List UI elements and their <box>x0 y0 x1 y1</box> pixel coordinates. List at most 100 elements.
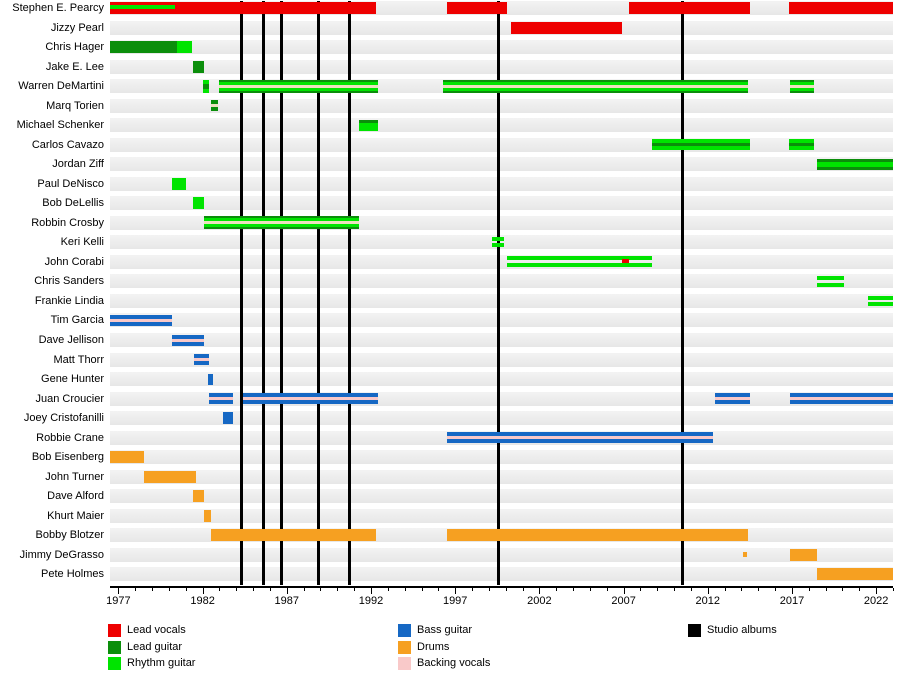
member-label: Juan Croucier <box>35 392 104 405</box>
legend-label: Rhythm guitar <box>127 657 196 669</box>
axis-minor-tick <box>387 588 389 591</box>
timeline-bar <box>192 197 205 210</box>
axis-tick-label: 2017 <box>779 595 805 607</box>
timeline-bar <box>222 412 233 425</box>
member-label: Paul DeNisco <box>37 177 104 190</box>
bar-stripe <box>359 119 378 123</box>
member-label: Stephen E. Pearcy <box>12 2 104 14</box>
axis-minor-tick <box>185 588 187 591</box>
axis-minor-tick <box>741 588 743 591</box>
bar-stripe <box>219 81 378 85</box>
bar-stripe <box>790 84 814 88</box>
bar-stripe <box>110 321 173 326</box>
axis-major-tick <box>623 588 625 594</box>
axis-minor-tick <box>522 588 524 591</box>
member-row-band <box>110 196 893 211</box>
axis-minor-tick <box>657 588 659 591</box>
member-row-band <box>110 235 893 250</box>
member-row-band <box>110 98 893 113</box>
axis-minor-tick <box>640 588 642 591</box>
axis-minor-tick <box>488 588 490 591</box>
member-label: Jimmy DeGrasso <box>19 548 104 561</box>
member-label: Gene Hunter <box>41 373 104 386</box>
member-label: Robbin Crosby <box>31 216 104 229</box>
member-row-band <box>110 40 893 55</box>
axis-tick-label: 2002 <box>527 595 552 607</box>
bar-stripe <box>788 143 814 147</box>
bar-stripe <box>177 41 193 54</box>
bar-stripe <box>446 436 713 440</box>
bar-stripe <box>790 393 893 398</box>
axis-tick-label: 1977 <box>106 595 131 607</box>
timeline-bar <box>359 119 378 131</box>
bar-stripe <box>628 2 750 14</box>
member-row-band <box>110 118 893 133</box>
timeline-bar <box>219 79 378 93</box>
timeline-bar <box>507 256 653 268</box>
axis-minor-tick <box>724 588 726 591</box>
timeline-bar <box>817 158 893 170</box>
legend-swatch-studio-albums <box>688 624 701 637</box>
member-label: Robbie Crane <box>36 431 104 444</box>
legend-swatch-lead-vocals <box>108 624 121 637</box>
bar-stripe <box>714 397 750 401</box>
member-label: Keri Kelli <box>60 236 104 249</box>
bar-stripe <box>652 139 750 144</box>
timeline-bar <box>510 21 622 34</box>
member-label: Bob DeLellis <box>42 197 104 210</box>
member-row-band <box>110 352 893 367</box>
timeline-bar <box>202 79 210 93</box>
bar-stripe <box>204 218 360 222</box>
timeline-bar <box>204 509 212 522</box>
axis-minor-tick <box>808 588 810 591</box>
legend-label: Studio albums <box>707 624 777 636</box>
bar-stripe <box>211 100 218 105</box>
axis-major-tick <box>118 588 120 594</box>
bar-stripe <box>446 439 713 444</box>
timeline-bar <box>817 568 893 581</box>
bar-stripe <box>243 397 378 401</box>
member-row-band <box>110 333 893 347</box>
legend-swatch-lead-guitar <box>108 640 121 654</box>
bar-stripe <box>652 146 750 151</box>
bar-stripe <box>209 400 233 405</box>
axis-major-tick <box>371 588 372 594</box>
axis-major-tick <box>876 588 878 594</box>
bar-stripe <box>443 84 749 88</box>
bar-stripe <box>204 509 212 522</box>
timeline-bar <box>192 60 205 73</box>
bar-stripe <box>110 318 173 322</box>
bar-stripe <box>817 161 893 167</box>
axis-minor-tick <box>152 588 154 591</box>
timeline-bar <box>790 393 893 405</box>
bar-stripe <box>192 60 205 73</box>
studio-album-line <box>497 1 501 585</box>
timeline-bar <box>110 41 178 54</box>
bar-stripe <box>817 158 893 162</box>
member-row-band <box>110 508 893 523</box>
timeline-bar <box>790 79 814 93</box>
legend-label: Backing vocals <box>417 657 491 669</box>
bar-stripe <box>714 393 750 398</box>
timeline-bar <box>204 216 360 230</box>
bar-stripe <box>867 301 893 306</box>
bar-stripe <box>202 83 210 89</box>
bar-stripe <box>743 551 748 557</box>
member-row-band <box>110 20 893 35</box>
timeline-bar <box>628 2 750 14</box>
axis-minor-tick <box>505 588 507 591</box>
axis-major-tick <box>202 588 204 594</box>
legend-swatch-rhythm-guitar <box>108 657 121 670</box>
member-row-band <box>110 547 893 562</box>
member-row-band <box>110 274 893 289</box>
timeline-bar <box>788 139 814 151</box>
studio-album-line <box>681 1 685 585</box>
bar-stripe <box>110 451 144 464</box>
timeline-bar <box>243 393 378 405</box>
axis-minor-tick <box>354 588 356 591</box>
timeline-bar <box>110 5 175 9</box>
timeline-bar <box>110 451 144 464</box>
bar-stripe <box>790 400 893 405</box>
bar-stripe <box>446 2 508 14</box>
